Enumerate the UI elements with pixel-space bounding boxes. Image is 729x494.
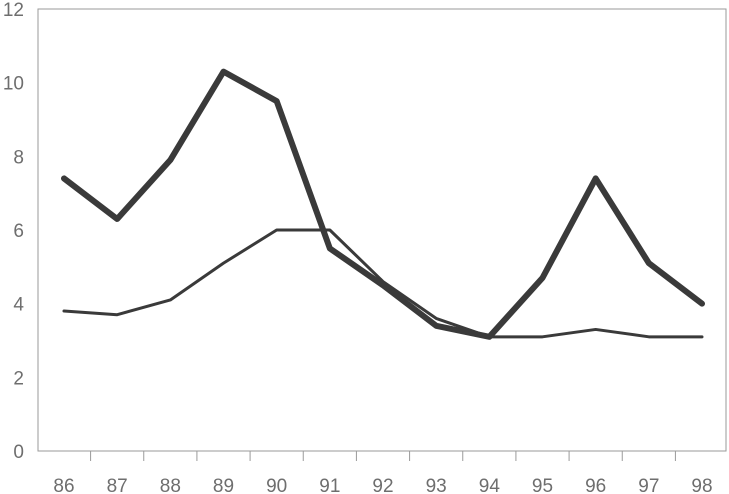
y-tick-label: 8 bbox=[13, 147, 24, 168]
x-tick-label: 92 bbox=[372, 476, 393, 494]
x-tick-label: 96 bbox=[585, 476, 606, 494]
series-layer bbox=[61, 68, 705, 340]
x-tick-label: 95 bbox=[532, 476, 553, 494]
x-tick-label: 88 bbox=[160, 476, 181, 494]
y-tick-label: 4 bbox=[13, 295, 24, 316]
x-tick-label: 86 bbox=[53, 476, 74, 494]
series-line-thick bbox=[61, 68, 705, 340]
x-tick-label: 98 bbox=[691, 476, 712, 494]
x-tick-label: 97 bbox=[638, 476, 659, 494]
x-axis: 86 87 88 89 90 91 92 93 94 95 96 97 98 bbox=[53, 451, 713, 494]
y-axis: 0 2 4 6 8 10 12 bbox=[3, 0, 25, 463]
y-tick-label: 2 bbox=[13, 368, 24, 389]
x-tick-label: 87 bbox=[107, 476, 128, 494]
y-tick-label: 12 bbox=[3, 0, 24, 21]
x-tick-label: 90 bbox=[266, 476, 287, 494]
series-line-thin bbox=[62, 228, 704, 339]
x-tick-label: 91 bbox=[319, 476, 340, 494]
y-tick-label: 0 bbox=[13, 442, 24, 463]
y-tick-label: 6 bbox=[13, 221, 24, 242]
y-tick-label: 10 bbox=[3, 74, 24, 95]
x-tick-label: 94 bbox=[479, 476, 501, 494]
plot-frame bbox=[37, 8, 727, 452]
x-tick-label: 89 bbox=[213, 476, 234, 494]
x-tick-label: 93 bbox=[426, 476, 447, 494]
